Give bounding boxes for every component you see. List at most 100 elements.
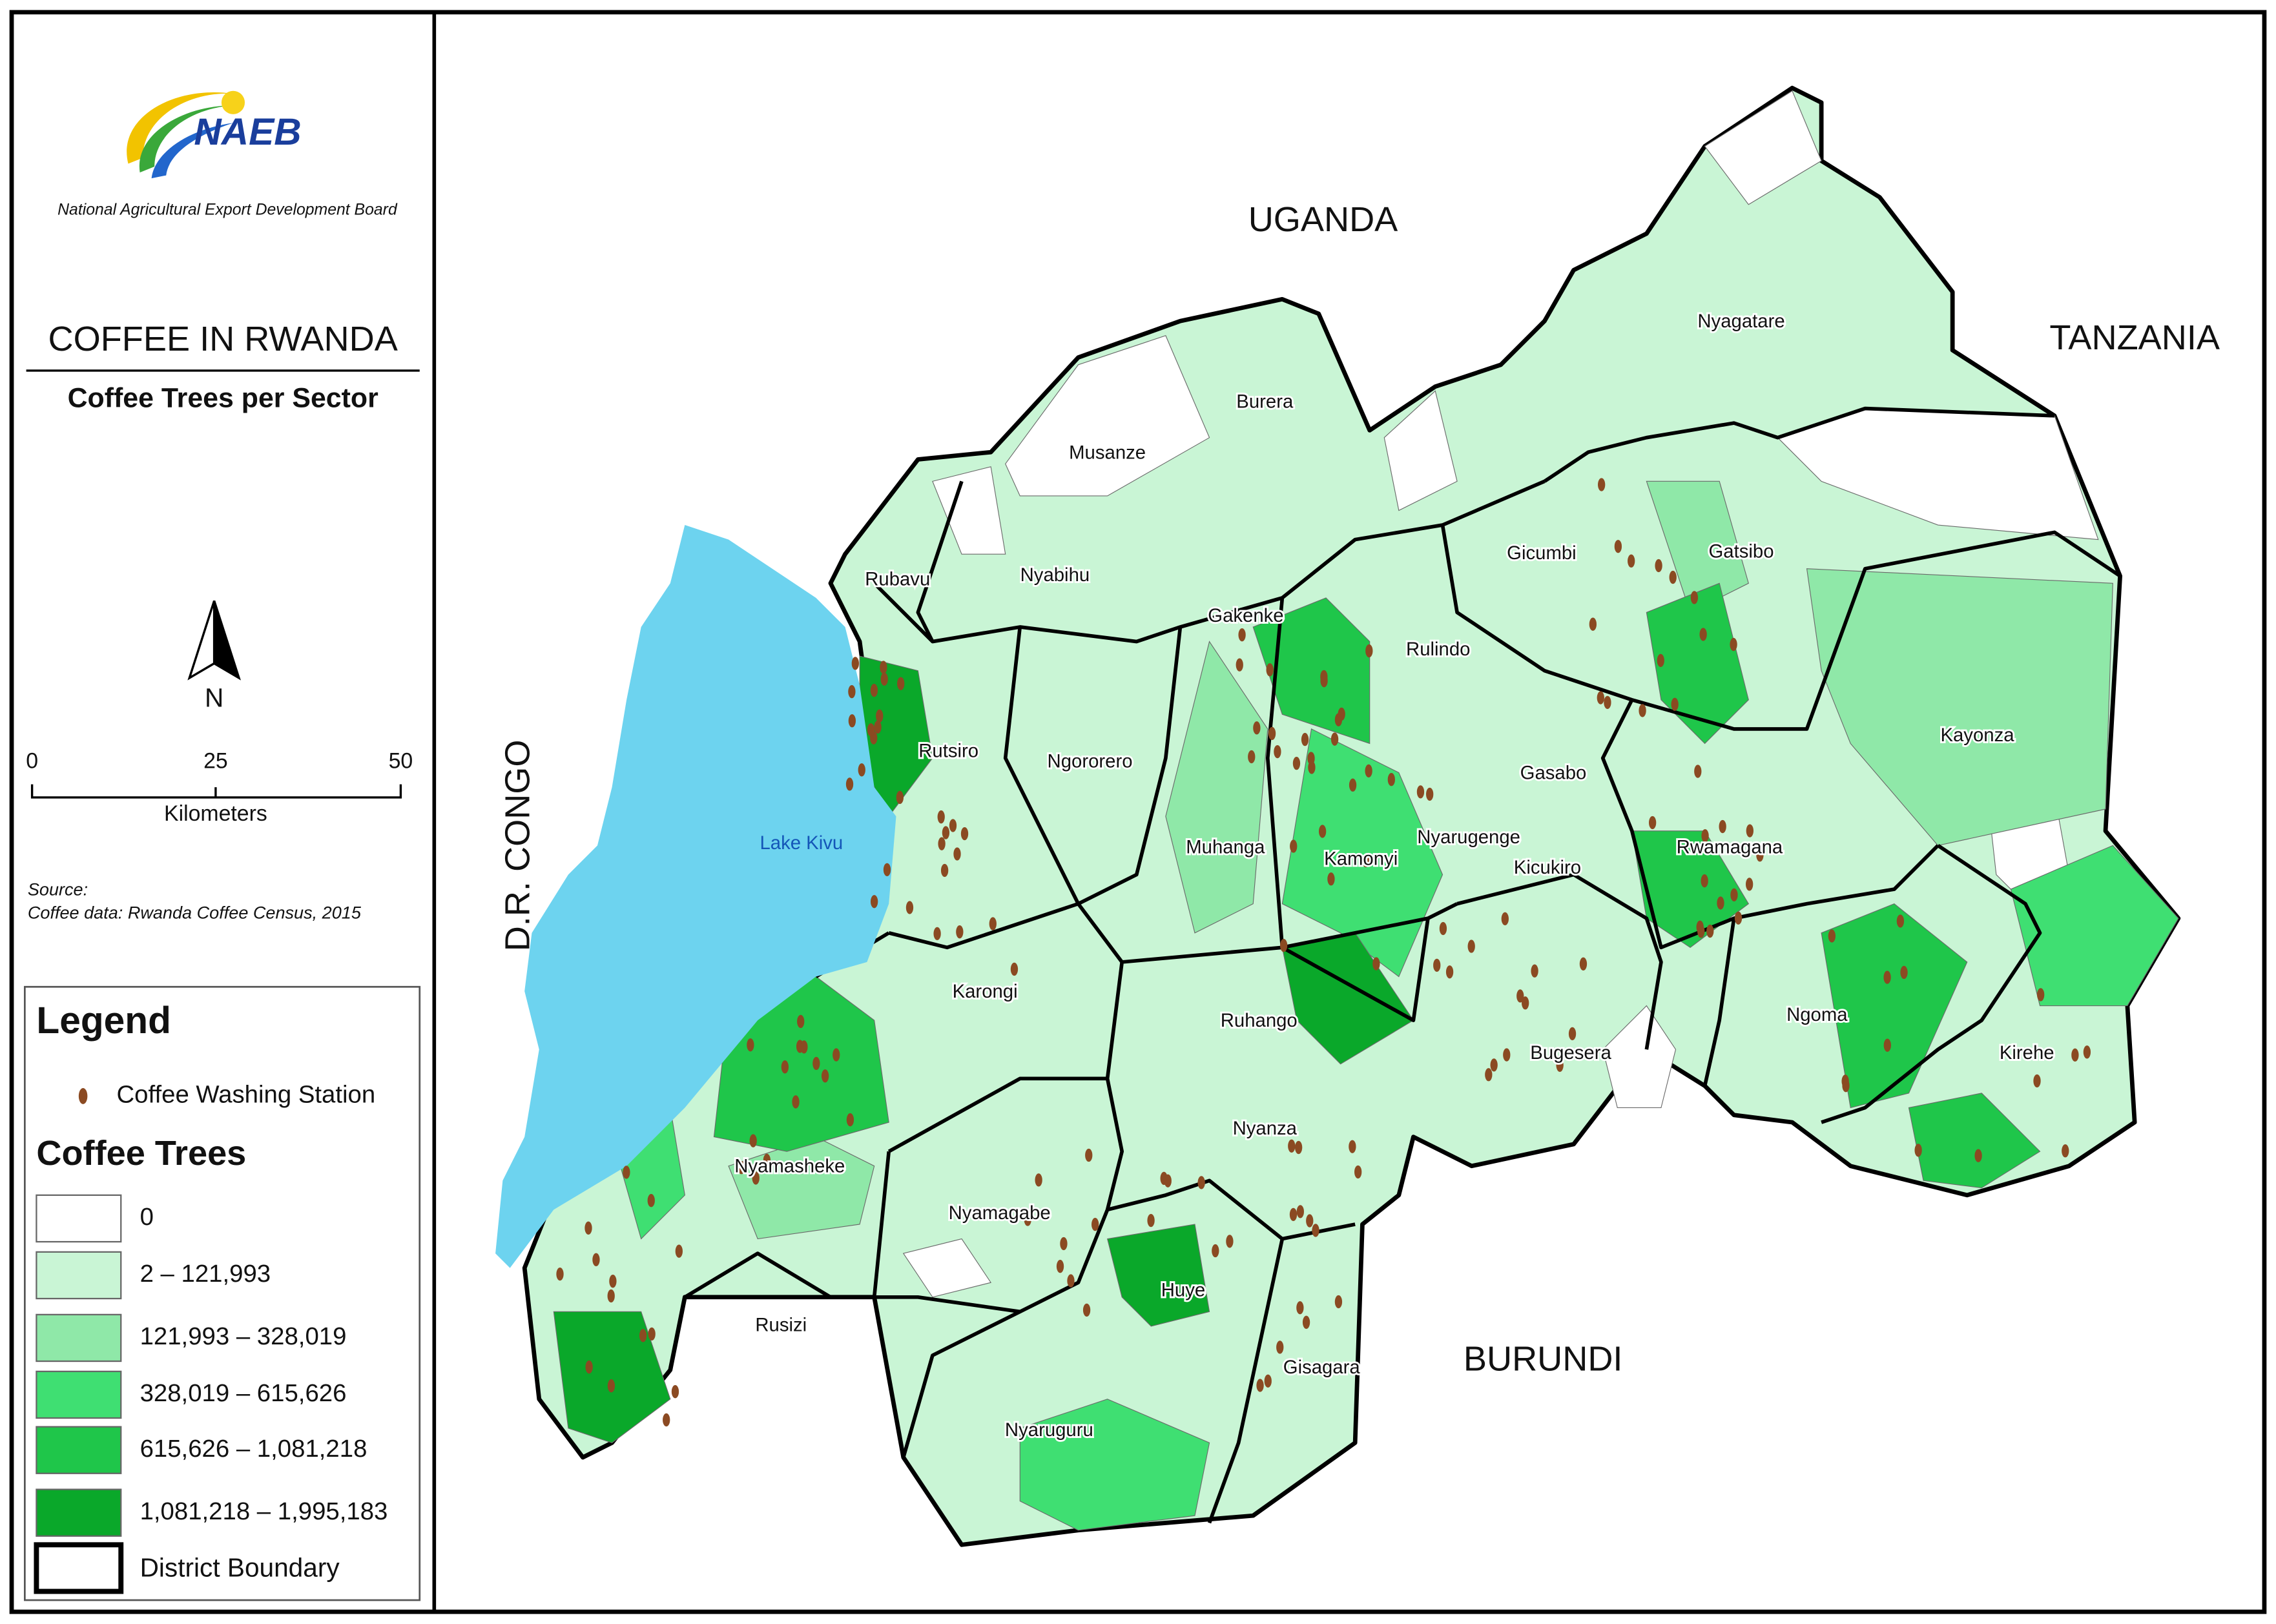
lake-kivu xyxy=(495,525,896,1268)
washing-station xyxy=(1701,829,1709,843)
washing-station xyxy=(800,1040,808,1054)
washing-station xyxy=(937,810,945,824)
legend-classes: 0 2 – 121,993 121,993 – 328,019 328,019 – 6… xyxy=(36,1194,388,1537)
district-label: Bugesera xyxy=(1530,1042,1611,1064)
district-label: Muhanga xyxy=(1186,837,1265,858)
washing-station xyxy=(1974,1149,1982,1162)
washing-station xyxy=(942,826,950,839)
class-swatch xyxy=(36,1426,122,1474)
washing-station xyxy=(949,819,957,832)
washing-station xyxy=(897,677,905,690)
washing-station xyxy=(1387,773,1395,786)
washing-station xyxy=(851,657,859,670)
subtitle: Coffee Trees per Sector xyxy=(68,382,378,413)
washing-station xyxy=(1614,540,1622,553)
washing-station xyxy=(1694,765,1702,778)
washing-station xyxy=(1236,658,1243,672)
washing-station xyxy=(848,714,856,728)
washing-station xyxy=(1197,1176,1205,1189)
class-swatch xyxy=(36,1251,122,1300)
washing-station xyxy=(1701,874,1708,888)
washing-station xyxy=(585,1360,593,1374)
washing-station xyxy=(1372,957,1380,971)
washing-station xyxy=(1655,559,1662,573)
washing-station xyxy=(609,1275,617,1288)
district-label: Rutsiro xyxy=(918,741,978,762)
lake-label: Lake Kivu xyxy=(760,832,843,854)
washing-station xyxy=(1433,958,1441,972)
washing-station xyxy=(1147,1213,1155,1228)
washing-station xyxy=(1883,1038,1891,1052)
source-text: Coffee data: Rwanda Coffee Census, 2015 xyxy=(28,903,362,923)
washing-station xyxy=(1091,1218,1099,1231)
washing-station xyxy=(1164,1174,1172,1187)
washing-station xyxy=(1362,854,1370,868)
washing-station xyxy=(1296,1301,1304,1315)
washing-station xyxy=(1296,1205,1304,1218)
washing-station xyxy=(1828,929,1836,943)
district-label: Ngororero xyxy=(1048,751,1133,772)
washing-station xyxy=(1426,787,1434,801)
washing-station xyxy=(1292,756,1301,770)
washing-station xyxy=(1312,1224,1319,1237)
washing-station xyxy=(1900,965,1908,980)
north-arrow xyxy=(212,600,241,681)
org-name: National Agricultural Export Development… xyxy=(57,201,398,218)
district-label: Nyamasheke xyxy=(734,1156,845,1177)
washing-station xyxy=(1082,1303,1091,1317)
washing-station xyxy=(812,1056,820,1071)
district-label: Huye xyxy=(1161,1280,1205,1301)
washing-station xyxy=(1597,691,1604,704)
district-label: Nyabihu xyxy=(1020,564,1090,586)
scale-bar xyxy=(30,784,402,799)
washing-station xyxy=(867,723,875,737)
title: COFFEE IN RWANDA xyxy=(48,320,398,358)
washing-station xyxy=(1212,1244,1219,1258)
sector-patch xyxy=(1704,90,1822,205)
district-labels: Nyagatare Gatsibo Kayonza Gicumbi Burera Musa… xyxy=(732,309,2056,1443)
scale-label: 50 xyxy=(389,749,413,774)
district-label: Gicumbi xyxy=(1507,542,1577,564)
district-label: Kicukiro xyxy=(1514,857,1581,878)
washing-station xyxy=(871,895,878,909)
sector-patch xyxy=(1383,390,1458,511)
washing-station xyxy=(781,1060,789,1074)
washing-station xyxy=(956,925,964,939)
washing-station xyxy=(896,790,904,805)
washing-station xyxy=(1734,911,1743,925)
washing-station xyxy=(1365,764,1372,778)
district-label: Gisagara xyxy=(1283,1357,1361,1378)
district-label: Musanze xyxy=(1069,442,1146,463)
washing-station xyxy=(1648,816,1657,830)
washing-station xyxy=(1334,1295,1343,1309)
washing-station xyxy=(592,1253,600,1266)
class-label: 2 – 121,993 xyxy=(140,1260,271,1288)
washing-station xyxy=(639,1329,647,1342)
sector-patch xyxy=(1602,1005,1677,1109)
district-label: Nyagatare xyxy=(1697,311,1785,332)
washing-station xyxy=(848,684,856,699)
class-label: 0 xyxy=(140,1203,154,1231)
district-label: Nyaruguru xyxy=(1005,1419,1093,1441)
washing-station xyxy=(1294,1140,1303,1155)
washing-station xyxy=(1060,1237,1068,1251)
sector-patch xyxy=(1646,480,1749,613)
washing-station xyxy=(1290,839,1298,853)
class-swatch xyxy=(36,1488,122,1537)
washing-station xyxy=(883,863,891,876)
washing-station xyxy=(1288,1139,1296,1153)
washing-station xyxy=(880,661,887,674)
washing-station xyxy=(1730,637,1737,652)
washing-station xyxy=(1307,752,1315,765)
class-swatch xyxy=(36,1370,122,1419)
washing-station xyxy=(607,1289,615,1303)
washing-station xyxy=(938,837,946,850)
district-label: Kamonyi xyxy=(1324,848,1398,870)
district-label: Gakenke xyxy=(1208,605,1283,626)
washing-station xyxy=(1274,745,1281,759)
washing-station xyxy=(833,1048,840,1062)
washing-station xyxy=(607,1379,616,1393)
station-symbol xyxy=(78,1088,88,1104)
washing-station xyxy=(1717,896,1724,910)
